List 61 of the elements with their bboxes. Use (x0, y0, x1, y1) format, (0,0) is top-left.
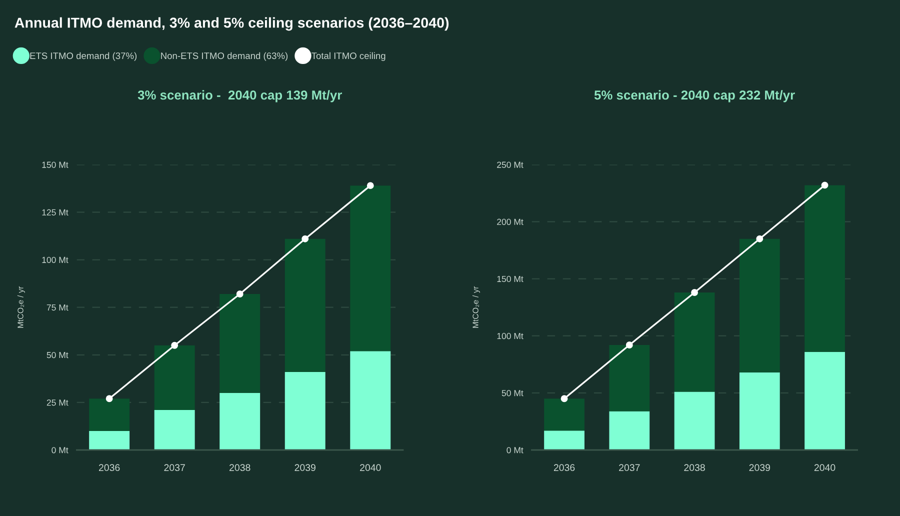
y-tick-label: 150 Mt (42, 162, 68, 168)
bar (804, 185, 845, 352)
bar (739, 238, 780, 372)
x-tick-label: 2039 (749, 464, 770, 472)
y-tick-label: 200 Mt (497, 218, 524, 225)
y-tick-label: 125 Mt (42, 209, 68, 216)
chart-subtitle: 5% scenario - 2040 cap 232 Mt/yr (594, 90, 795, 102)
bar (804, 352, 845, 450)
x-tick-label: 2036 (554, 464, 575, 472)
bar (284, 372, 326, 450)
point (366, 182, 374, 190)
point (236, 290, 244, 298)
legend-label: ETS ITMO demand (37%) (30, 52, 137, 61)
point (626, 342, 633, 348)
y-tick-label: 0 Mt (52, 447, 68, 454)
legend-label: Non-ETS ITMO demand (63%) (161, 52, 288, 61)
x-tick-label: 2040 (814, 464, 836, 472)
bar (154, 410, 195, 450)
x-tick-label: 2038 (684, 464, 705, 472)
bar (609, 411, 650, 450)
point (171, 342, 178, 349)
bar (89, 398, 130, 431)
bar (350, 186, 391, 352)
point (106, 395, 113, 402)
bar (544, 430, 584, 450)
bar (154, 345, 195, 410)
bar (544, 398, 584, 431)
y-tick-label: 100 Mt (42, 256, 68, 264)
y-tick-label: 50 Mt (46, 352, 68, 358)
bar (284, 238, 326, 372)
point (560, 395, 568, 402)
bar (674, 292, 715, 392)
x-tick-label: 2037 (619, 464, 640, 472)
chart-title: Annual ITMO demand, 3% and 5% ceiling scenarios (2036–2040) (14, 17, 449, 31)
bar (350, 351, 391, 450)
point (302, 235, 309, 242)
y-tick-label: 0 Mt (506, 447, 524, 454)
y-tick-label: 150 Mt (497, 276, 524, 282)
bar (674, 392, 715, 450)
y-tick-label: 50 Mt (502, 390, 524, 396)
y-axis-title: MtCO₂e / yr (17, 286, 25, 328)
x-tick-label: 2040 (360, 464, 381, 472)
bar (220, 392, 260, 450)
bar (220, 294, 260, 393)
legend-label: Total ITMO ceiling (312, 52, 386, 61)
bar (609, 344, 650, 412)
y-tick-label: 250 Mt (497, 162, 524, 168)
point (691, 289, 698, 296)
chart-subtitle: 3% scenario - 2040 cap 139 Mt/yr (138, 90, 342, 102)
x-tick-label: 2038 (230, 464, 250, 472)
x-tick-label: 2037 (164, 464, 185, 472)
y-tick-label: 100 Mt (497, 332, 524, 340)
x-tick-label: 2036 (98, 464, 120, 472)
bar (739, 372, 780, 450)
x-tick-label: 2039 (294, 464, 316, 472)
bar (89, 430, 130, 450)
point (756, 235, 764, 242)
y-tick-label: 75 Mt (46, 304, 68, 311)
y-tick-label: 25 Mt (46, 400, 68, 406)
y-axis-title: MtCO₂e / yr (472, 286, 480, 328)
point (821, 182, 828, 189)
